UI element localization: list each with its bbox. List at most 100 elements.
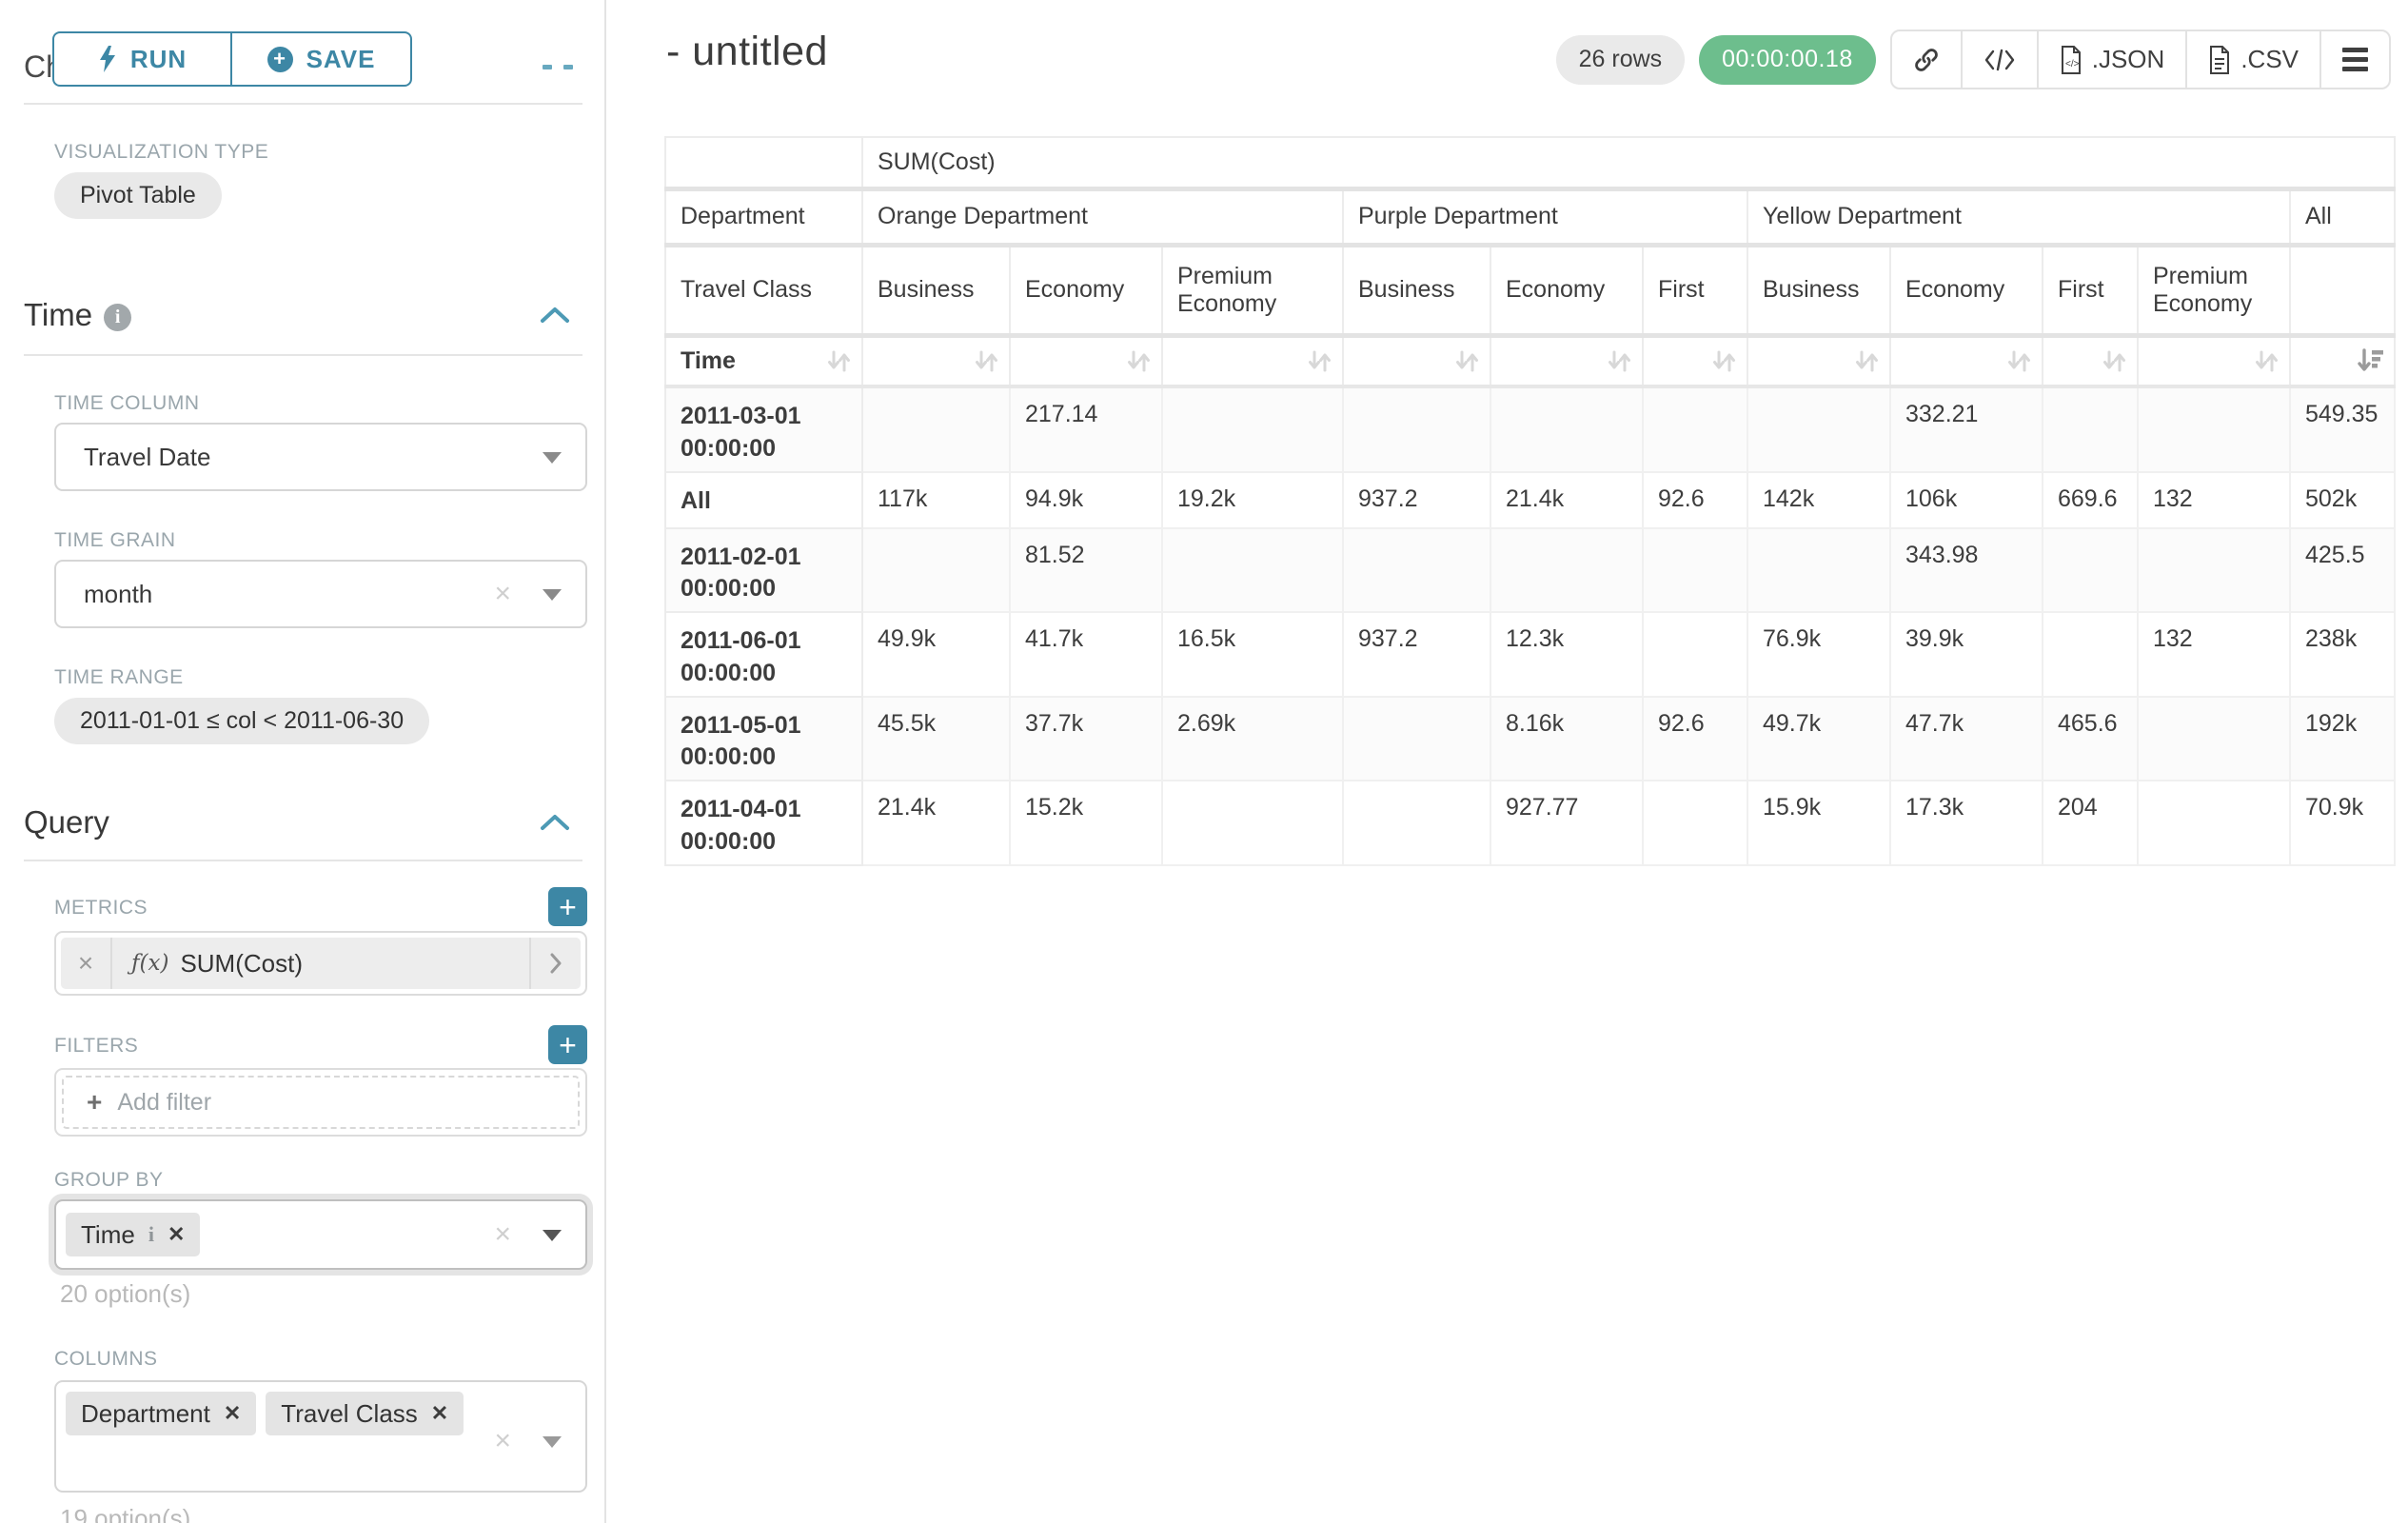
sortable-column-cell[interactable]: [1889, 334, 2043, 388]
row-dimension-label: Department: [664, 188, 863, 247]
columns-select[interactable]: Department ✕ Travel Class ✕ ×: [54, 1380, 587, 1493]
save-button[interactable]: + SAVE: [231, 31, 412, 87]
section-divider: [24, 103, 582, 105]
sort-icon[interactable]: [1710, 348, 1737, 374]
sortable-column-cell[interactable]: [2137, 334, 2291, 388]
value-cell: [2137, 780, 2291, 866]
remove-tag-icon[interactable]: ✕: [167, 1222, 186, 1246]
plus-circle-icon: +: [266, 46, 293, 72]
time-grain-select[interactable]: month ×: [54, 560, 587, 628]
value-cell: [1642, 780, 1748, 866]
columns-options-hint: 19 option(s): [60, 1504, 191, 1523]
fx-icon: ƒ(x): [131, 951, 169, 976]
export-csv-label: .CSV: [2240, 45, 2299, 73]
value-cell: 76.9k: [1747, 611, 1891, 698]
value-cell: [2042, 611, 2139, 698]
value-cell: 49.7k: [1747, 695, 1891, 781]
value-cell: 117k: [861, 470, 1011, 529]
view-query-button[interactable]: [1960, 31, 2037, 88]
table-row: 2011-06-01 00:00:00 49.9k 41.7k 16.5k 937.2 1…: [664, 611, 2396, 698]
sort-icon[interactable]: [1453, 348, 1480, 374]
table-row: 2011-04-01 00:00:00 21.4k 15.2k 927.77 15.9k…: [664, 780, 2396, 866]
info-icon: i: [104, 303, 132, 331]
panel-action-icon[interactable]: [543, 65, 552, 69]
time-range-pill[interactable]: 2011-01-01 ≤ col < 2011-06-30: [54, 698, 430, 744]
query-section-title: Query: [24, 804, 109, 840]
menu-button[interactable]: [2319, 31, 2389, 88]
row-axis-header: Time: [664, 334, 863, 388]
remove-metric-icon[interactable]: ×: [61, 938, 112, 989]
value-cell: [1342, 386, 1491, 473]
chevron-up-icon[interactable]: [539, 812, 571, 833]
time-column-value: Travel Date: [84, 442, 211, 471]
export-csv-button[interactable]: .CSV: [2185, 31, 2319, 88]
add-filter-plus-button[interactable]: +: [548, 1025, 587, 1064]
sortable-column-cell[interactable]: [1490, 334, 1644, 388]
file-icon: </>: [2061, 45, 2081, 74]
columns-tag[interactable]: Travel Class ✕: [266, 1392, 464, 1435]
filters-label: FILTERS: [54, 1035, 139, 1057]
sort-icon[interactable]: [1125, 348, 1152, 374]
value-cell: [1161, 780, 1344, 866]
column-header: Business: [1342, 244, 1491, 338]
columns-tag[interactable]: Department ✕: [66, 1392, 257, 1435]
clear-icon[interactable]: ×: [494, 578, 511, 609]
group-by-tag[interactable]: Time i ✕: [66, 1213, 201, 1256]
value-cell: 204: [2042, 780, 2139, 866]
sortable-column-cell[interactable]: [2042, 334, 2139, 388]
value-cell: 21.4k: [1490, 470, 1644, 529]
value-cell: 15.9k: [1747, 780, 1891, 866]
export-json-button[interactable]: </> .JSON: [2036, 31, 2186, 88]
sort-icon[interactable]: [2005, 348, 2032, 374]
time-section-header[interactable]: Time i: [24, 297, 582, 333]
remove-tag-icon[interactable]: ✕: [223, 1401, 242, 1425]
visualization-type-pill[interactable]: Pivot Table: [54, 172, 222, 219]
sort-icon[interactable]: [1606, 348, 1632, 374]
sortable-column-cell[interactable]: [1009, 334, 1163, 388]
sortable-column-cell[interactable]: [1747, 334, 1891, 388]
value-cell: 8.16k: [1490, 695, 1644, 781]
sortable-column-cell[interactable]: [861, 334, 1011, 388]
value-cell: [1747, 386, 1891, 473]
row-header: 2011-04-01 00:00:00: [664, 780, 863, 866]
caret-down-icon: [543, 452, 562, 464]
column-group-header: Orange Department: [861, 188, 1344, 247]
column-header: Premium Economy: [2137, 244, 2291, 338]
remove-tag-icon[interactable]: ✕: [430, 1401, 449, 1425]
panel-action-icon[interactable]: [563, 65, 573, 69]
sort-icon[interactable]: [2253, 348, 2280, 374]
sort-icon[interactable]: [1853, 348, 1880, 374]
sort-icon[interactable]: [825, 348, 852, 374]
sortable-column-cell[interactable]: [1161, 334, 1344, 388]
value-cell: [1342, 526, 1491, 613]
value-cell: 465.6: [2042, 695, 2139, 781]
share-link-button[interactable]: [1892, 31, 1961, 88]
chart-title[interactable]: - untitled: [666, 29, 828, 74]
time-range-label: TIME RANGE: [54, 666, 184, 688]
sort-icon[interactable]: [973, 348, 999, 374]
sortable-column-cell[interactable]: [1342, 334, 1491, 388]
value-cell: 15.2k: [1009, 780, 1163, 866]
sort-desc-icon[interactable]: [2356, 347, 2384, 374]
sort-icon[interactable]: [1306, 348, 1332, 374]
sortable-column-cell[interactable]: [1642, 334, 1748, 388]
clear-icon[interactable]: ×: [494, 1425, 511, 1456]
query-section-header[interactable]: Query: [24, 804, 582, 841]
metrics-label: METRICS: [54, 897, 148, 919]
column-header: Premium Economy: [1161, 244, 1344, 338]
add-metric-button[interactable]: +: [548, 887, 587, 926]
clear-icon[interactable]: ×: [494, 1218, 511, 1250]
chevron-right-icon[interactable]: [529, 938, 581, 989]
add-filter-button[interactable]: + Add filter: [62, 1076, 580, 1129]
export-button-group: </> .JSON .CSV: [1889, 30, 2391, 89]
time-grain-value: month: [84, 579, 153, 608]
group-by-select[interactable]: Time i ✕ ×: [54, 1199, 587, 1270]
sort-icon[interactable]: [2101, 348, 2127, 374]
chevron-up-icon[interactable]: [539, 305, 571, 326]
time-column-select[interactable]: Travel Date: [54, 423, 587, 491]
value-cell: 937.2: [1342, 611, 1491, 698]
value-cell: 92.6: [1642, 470, 1748, 529]
metric-pill[interactable]: × ƒ(x) SUM(Cost): [61, 938, 581, 989]
sortable-column-cell[interactable]: [2289, 334, 2396, 388]
run-button[interactable]: RUN: [52, 31, 231, 87]
